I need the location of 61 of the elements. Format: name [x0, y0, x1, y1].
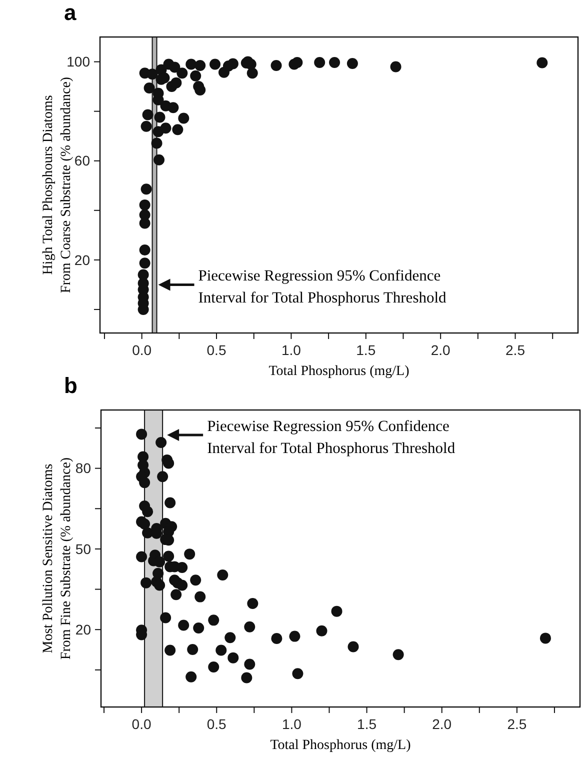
point — [194, 60, 206, 71]
point — [160, 122, 172, 134]
point — [151, 138, 162, 149]
point — [536, 57, 548, 68]
y-tick-label: 80 — [75, 460, 92, 476]
x-tick-label: 2.5 — [506, 342, 526, 358]
point — [172, 124, 184, 136]
x-tick-label: 1.0 — [281, 342, 302, 358]
point — [146, 68, 158, 80]
point — [154, 154, 165, 166]
chart-title: b — [64, 373, 78, 398]
point — [329, 57, 340, 68]
point — [292, 57, 303, 68]
x-tick-label: 0.0 — [132, 716, 152, 732]
x-tick-label: 0.5 — [206, 716, 227, 732]
point — [390, 61, 402, 72]
point — [246, 68, 258, 79]
point — [190, 70, 202, 82]
point — [144, 82, 155, 94]
point — [178, 112, 190, 124]
point — [170, 77, 182, 88]
point — [222, 60, 234, 72]
y-tick-label: 50 — [75, 540, 92, 557]
point — [210, 58, 221, 70]
y-tick-label: 20 — [74, 252, 90, 268]
x-tick-label: 1.5 — [356, 342, 376, 358]
point — [139, 258, 150, 269]
x-axis-title: Total Phosphorus (mg/L) — [270, 738, 412, 753]
point — [139, 199, 150, 210]
point — [169, 62, 180, 73]
x-tick-label: 1.0 — [282, 716, 302, 732]
point — [314, 57, 326, 68]
y-tick-label: 20 — [75, 621, 92, 638]
x-tick-label: 0.5 — [206, 342, 226, 358]
y-tick-label: 100 — [66, 54, 90, 70]
annotation: Piecewise Regression 95% Confidence Interval for Total Phosphorus Threshold — [207, 418, 456, 457]
annotation: Piecewise Regression 95% Confidence Interval for Total Phosphorus Threshold — [198, 268, 447, 307]
point — [186, 58, 197, 70]
chart-title: a — [64, 0, 77, 25]
point — [138, 269, 149, 280]
x-tick-label: 2.0 — [430, 342, 451, 358]
x-tick-label: 2.0 — [432, 716, 452, 732]
point — [176, 68, 188, 79]
point — [194, 84, 206, 96]
point — [140, 120, 152, 132]
y-axis-title: Most Pollution Sensitive Diatoms From Fine Substrate (% abundance) — [41, 457, 74, 660]
point — [142, 109, 154, 120]
point — [154, 112, 166, 123]
point — [156, 74, 167, 85]
point — [139, 244, 150, 256]
point — [140, 184, 152, 195]
x-tick-label: 2.5 — [507, 716, 527, 732]
point — [139, 209, 150, 220]
point — [346, 58, 358, 69]
y-tick-label: 60 — [74, 152, 90, 169]
y-axis-title: High Total Phosphours Diatoms From Coarse Substrate (% abundance) — [41, 76, 74, 294]
point — [270, 60, 282, 71]
point — [168, 102, 179, 114]
x-tick-label: 0.0 — [132, 342, 152, 358]
x-axis-title: Total Phosphorus (mg/L) — [268, 364, 410, 379]
x-tick-label: 1.5 — [357, 716, 377, 732]
